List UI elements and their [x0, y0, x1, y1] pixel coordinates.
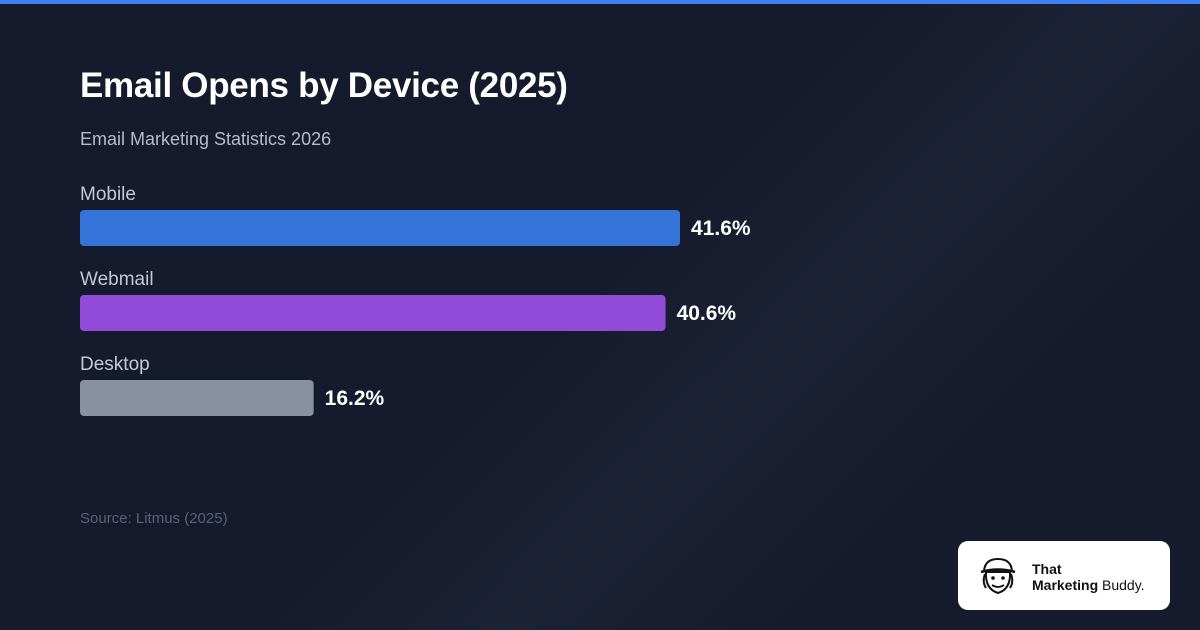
- source-note: Source: Litmus (2025): [80, 510, 228, 527]
- brand-name: That Marketing Buddy.: [1032, 561, 1145, 593]
- bar-webmail: [80, 295, 666, 331]
- chart-subtitle: Email Marketing Statistics 2026: [80, 129, 332, 149]
- category-label-desktop: Desktop: [80, 354, 150, 375]
- bar-desktop: [80, 380, 314, 416]
- top-accent-bar: [0, 0, 1200, 4]
- brand-badge: That Marketing Buddy.: [958, 541, 1170, 610]
- cartoon-mascot-icon: [980, 557, 1016, 595]
- bar-mobile: [80, 210, 680, 246]
- brand-line-2: Marketing Buddy.: [1032, 577, 1145, 593]
- value-label-desktop: 16.2%: [325, 387, 385, 410]
- value-label-mobile: 41.6%: [691, 217, 751, 240]
- brand-line-1: That: [1032, 561, 1062, 577]
- value-label-webmail: 40.6%: [677, 302, 737, 325]
- category-label-webmail: Webmail: [80, 269, 154, 290]
- category-label-mobile: Mobile: [80, 184, 136, 205]
- brand-word-bold: Marketing: [1032, 577, 1099, 593]
- brand-word-rest: Buddy.: [1098, 577, 1145, 593]
- chart-title: Email Opens by Device (2025): [80, 66, 568, 105]
